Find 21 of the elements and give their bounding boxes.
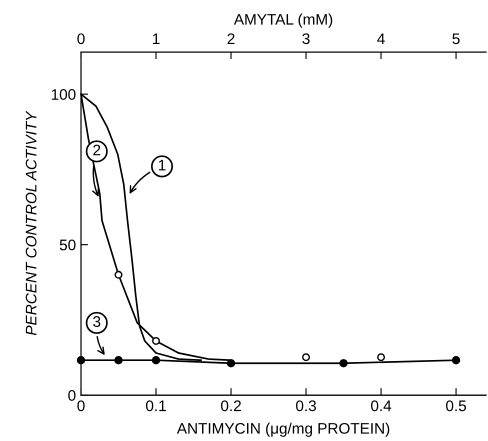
text: 3 (93, 316, 100, 328)
x-tick-label: 0.1 (146, 400, 166, 412)
y-tick-label: 100 (52, 89, 76, 100)
x-tick-label: 0.5 (446, 400, 466, 412)
x2-tick-label: 2 (228, 33, 235, 44)
x-axis-title: ANTIMYCIN (μg/mg PROTEIN) (176, 422, 390, 437)
x-tick-label: 0.3 (296, 400, 316, 412)
x-tick-label: 0 (77, 400, 85, 412)
x2-axis-title: AMYTAL (mM) (234, 14, 332, 28)
y-axis-title: PERCENT CONTROL ACTIVITY (26, 110, 37, 336)
x2-tick-label: 3 (302, 33, 310, 44)
x2-tick-label: 4 (377, 33, 385, 44)
text: 1 (158, 160, 166, 170)
x-tick-label: 0.4 (371, 400, 392, 412)
x2-tick-label: 0 (77, 33, 85, 44)
x-tick-label: 0.2 (221, 400, 241, 412)
y-tick-label: 50 (60, 240, 76, 250)
x2-tick-label: 5 (452, 33, 460, 44)
series-label: 2 (93, 144, 100, 156)
x2-tick-label: 1 (152, 33, 160, 44)
y-tick-label: 0 (68, 390, 76, 401)
